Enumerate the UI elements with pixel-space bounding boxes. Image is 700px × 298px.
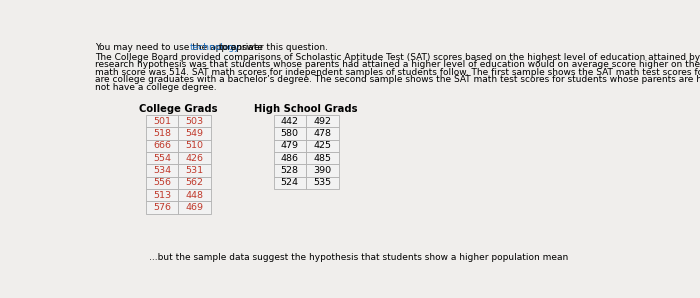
Bar	[146, 164, 178, 177]
Text: 492: 492	[314, 117, 331, 126]
Bar	[306, 177, 339, 189]
Text: The College Board provided comparisons of Scholastic Aptitude Test (SAT) scores : The College Board provided comparisons o…	[95, 52, 700, 62]
Bar	[146, 152, 178, 164]
Text: 469: 469	[186, 203, 204, 212]
Text: 513: 513	[153, 191, 171, 200]
Text: 485: 485	[314, 154, 331, 163]
Text: High School Grads: High School Grads	[254, 103, 358, 114]
Bar	[178, 201, 211, 214]
Text: 479: 479	[281, 141, 299, 150]
Bar	[146, 189, 178, 201]
Text: 534: 534	[153, 166, 171, 175]
Bar	[178, 177, 211, 189]
Text: 556: 556	[153, 178, 171, 187]
Bar	[178, 189, 211, 201]
Bar	[146, 115, 178, 127]
Bar	[146, 140, 178, 152]
Text: 549: 549	[186, 129, 204, 138]
Text: ...but the sample data suggest the hypothesis that students show a higher popula: ...but the sample data suggest the hypot…	[149, 253, 568, 262]
Text: to answer this question.: to answer this question.	[216, 43, 328, 52]
Text: 580: 580	[281, 129, 299, 138]
Bar	[306, 152, 339, 164]
Bar	[306, 164, 339, 177]
Text: are college graduates with a bachelor’s degree. The second sample shows the SAT : are college graduates with a bachelor’s …	[95, 75, 700, 84]
Bar	[306, 127, 339, 140]
Text: 576: 576	[153, 203, 171, 212]
Text: 503: 503	[186, 117, 204, 126]
Bar	[178, 164, 211, 177]
Text: 426: 426	[186, 154, 204, 163]
Text: 442: 442	[281, 117, 299, 126]
Text: 554: 554	[153, 154, 171, 163]
Text: 518: 518	[153, 129, 171, 138]
Text: You may need to use the appropriate: You may need to use the appropriate	[95, 43, 266, 52]
Text: 510: 510	[186, 141, 204, 150]
Bar	[146, 201, 178, 214]
Bar	[178, 127, 211, 140]
Text: 666: 666	[153, 141, 171, 150]
Text: 562: 562	[186, 178, 204, 187]
Bar	[274, 152, 306, 164]
Bar	[178, 152, 211, 164]
Text: 524: 524	[281, 178, 299, 187]
Text: College Grads: College Grads	[139, 103, 218, 114]
Bar	[274, 164, 306, 177]
Bar	[274, 140, 306, 152]
Text: 425: 425	[314, 141, 331, 150]
Bar	[274, 177, 306, 189]
Text: 478: 478	[314, 129, 331, 138]
Bar	[306, 115, 339, 127]
Text: math score was 514. SAT math scores for independent samples of students follow. : math score was 514. SAT math scores for …	[95, 68, 700, 77]
Bar	[274, 127, 306, 140]
Text: research hypothesis was that students whose parents had attained a higher level : research hypothesis was that students wh…	[95, 60, 700, 69]
Text: 531: 531	[186, 166, 204, 175]
Bar	[178, 115, 211, 127]
Text: 486: 486	[281, 154, 299, 163]
Bar	[274, 115, 306, 127]
Bar	[306, 140, 339, 152]
Text: 448: 448	[186, 191, 204, 200]
Text: 535: 535	[314, 178, 331, 187]
Text: 390: 390	[314, 166, 331, 175]
Bar	[178, 140, 211, 152]
Text: technology: technology	[190, 43, 240, 52]
Text: not have a college degree.: not have a college degree.	[95, 83, 217, 92]
Bar	[146, 177, 178, 189]
Text: 501: 501	[153, 117, 171, 126]
Text: 528: 528	[281, 166, 299, 175]
Bar	[146, 127, 178, 140]
